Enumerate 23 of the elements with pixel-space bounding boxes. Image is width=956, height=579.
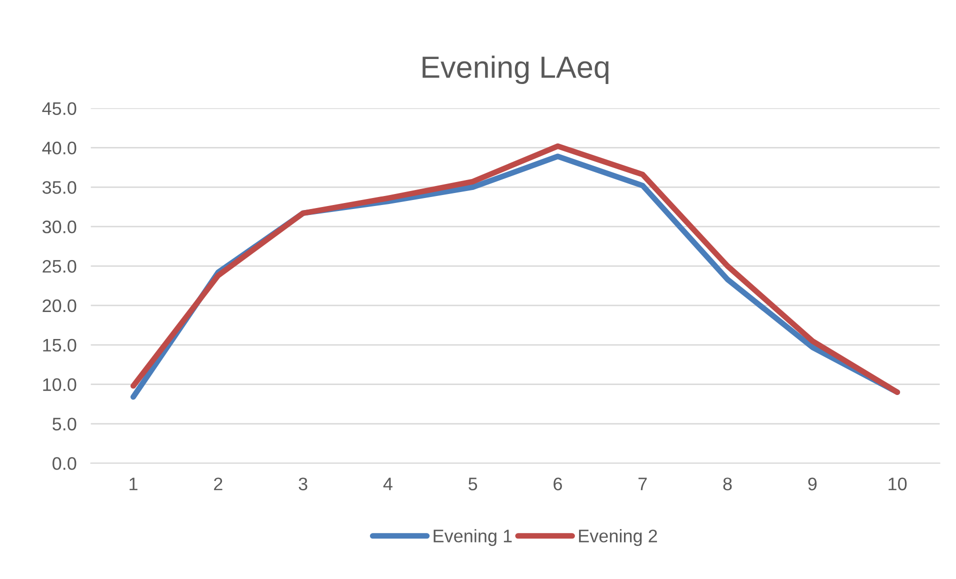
y-tick-label: 25.0 xyxy=(42,260,76,273)
chart-title: Evening LAeq xyxy=(422,56,608,84)
x-tick-label: 9 xyxy=(808,478,817,490)
y-tick-label: 5.0 xyxy=(52,418,76,430)
y-tick-label: 40.0 xyxy=(42,142,76,154)
x-tick-label: 6 xyxy=(554,478,562,490)
y-tick-label: 45.0 xyxy=(42,102,76,115)
y-tick-label: 30.0 xyxy=(42,220,76,234)
x-tick-label: 2 xyxy=(214,478,222,490)
y-tick-label: 10.0 xyxy=(43,378,76,392)
legend-label: Evening 2 xyxy=(579,529,657,546)
y-tick-label: 35.0 xyxy=(42,181,76,194)
legend-label: Evening 1 xyxy=(434,529,512,546)
y-tick-label: 0.0 xyxy=(52,457,76,470)
y-tick-label: 15.0 xyxy=(43,338,76,352)
x-tick-label: 5 xyxy=(468,478,478,490)
x-tick-label: 10 xyxy=(888,478,907,490)
x-tick-label: 1 xyxy=(130,478,138,490)
x-tick-label: 8 xyxy=(723,478,732,490)
x-tick-label: 4 xyxy=(383,478,392,490)
x-tick-label: 7 xyxy=(638,478,647,490)
y-tick-label: 20.0 xyxy=(42,299,76,312)
x-tick-label: 3 xyxy=(298,478,308,490)
